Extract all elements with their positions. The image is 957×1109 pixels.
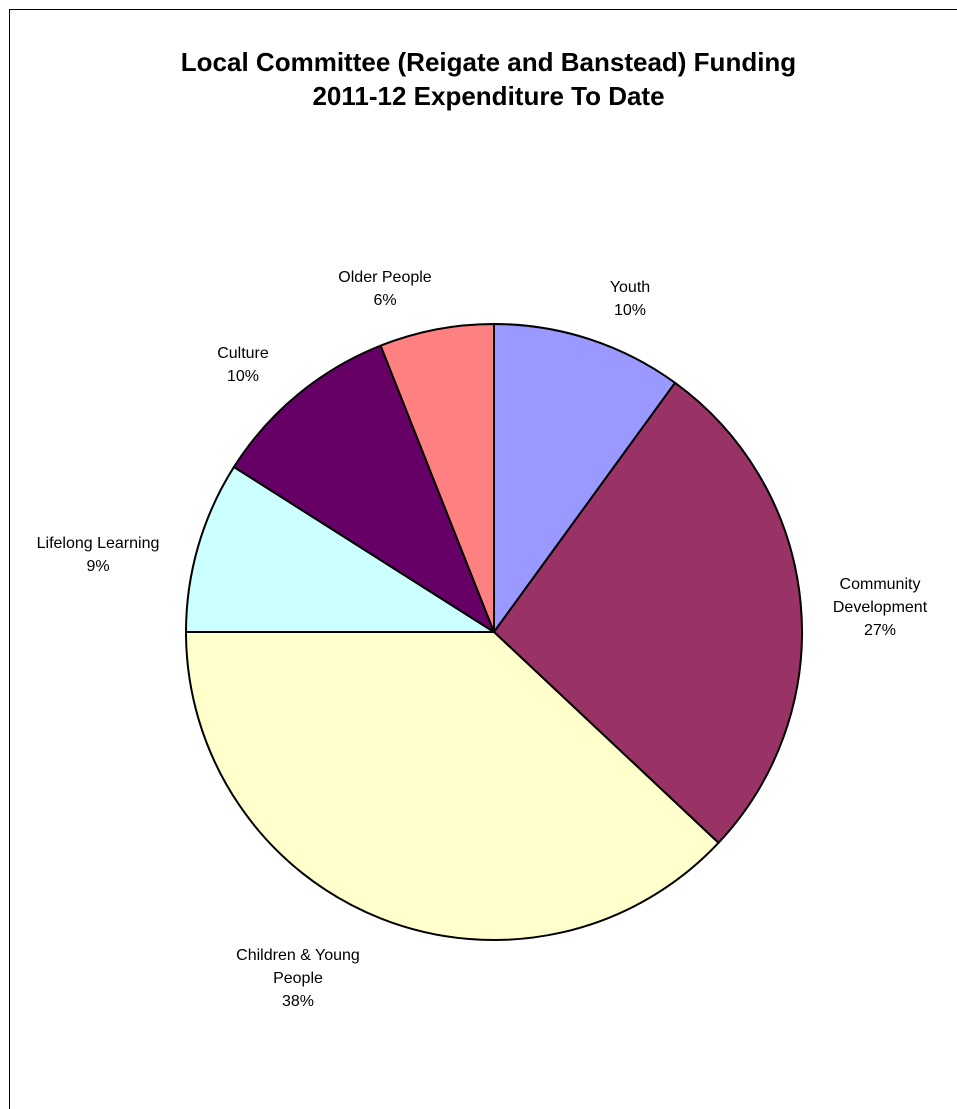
slice-percent-label: 10% [227, 368, 259, 385]
slice-name-label: Children & Young [236, 947, 360, 964]
slice-label-children-young-people: Children & Young People 38% [236, 947, 360, 1010]
slice-label-community-development: Community Development 27% [833, 576, 928, 639]
chart-title: Local Committee (Reigate and Banstead) F… [0, 45, 957, 113]
slice-percent-label: 38% [282, 993, 314, 1010]
slice-name-label: People [273, 970, 323, 987]
pie-slice-children-young-people [185, 631, 720, 941]
pie-slice-older-people [379, 323, 495, 633]
slice-name-label: Older People [338, 269, 431, 286]
slice-name-label: Lifelong Learning [37, 535, 160, 552]
pie-slice-culture [232, 344, 495, 633]
chart-title-line-2: 2011-12 Expenditure To Date [312, 81, 665, 111]
slice-percent-label: 9% [86, 558, 109, 575]
slice-name-label: Community [840, 576, 921, 593]
chart-title-line-1: Local Committee (Reigate and Banstead) F… [180, 47, 797, 77]
slice-name-label: Development [833, 599, 928, 616]
pie-slices [185, 323, 804, 941]
slice-name-label: Culture [217, 345, 269, 362]
pie-slice-lifelong-learning [185, 465, 495, 633]
slice-label-culture: Culture 10% [217, 345, 269, 385]
slice-label-lifelong-learning: Lifelong Learning 9% [37, 535, 160, 575]
pie-slice-community-development [493, 381, 804, 844]
pie-labels: Youth 10% Community Development 27% Children … [37, 269, 928, 1010]
slice-percent-label: 6% [373, 292, 396, 309]
slice-label-youth: Youth 10% [610, 279, 650, 319]
slice-label-older-people: Older People 6% [338, 269, 431, 309]
slice-percent-label: 10% [614, 302, 646, 319]
slice-percent-label: 27% [864, 622, 896, 639]
slice-name-label: Youth [610, 279, 650, 296]
pie-slice-youth [493, 323, 677, 633]
